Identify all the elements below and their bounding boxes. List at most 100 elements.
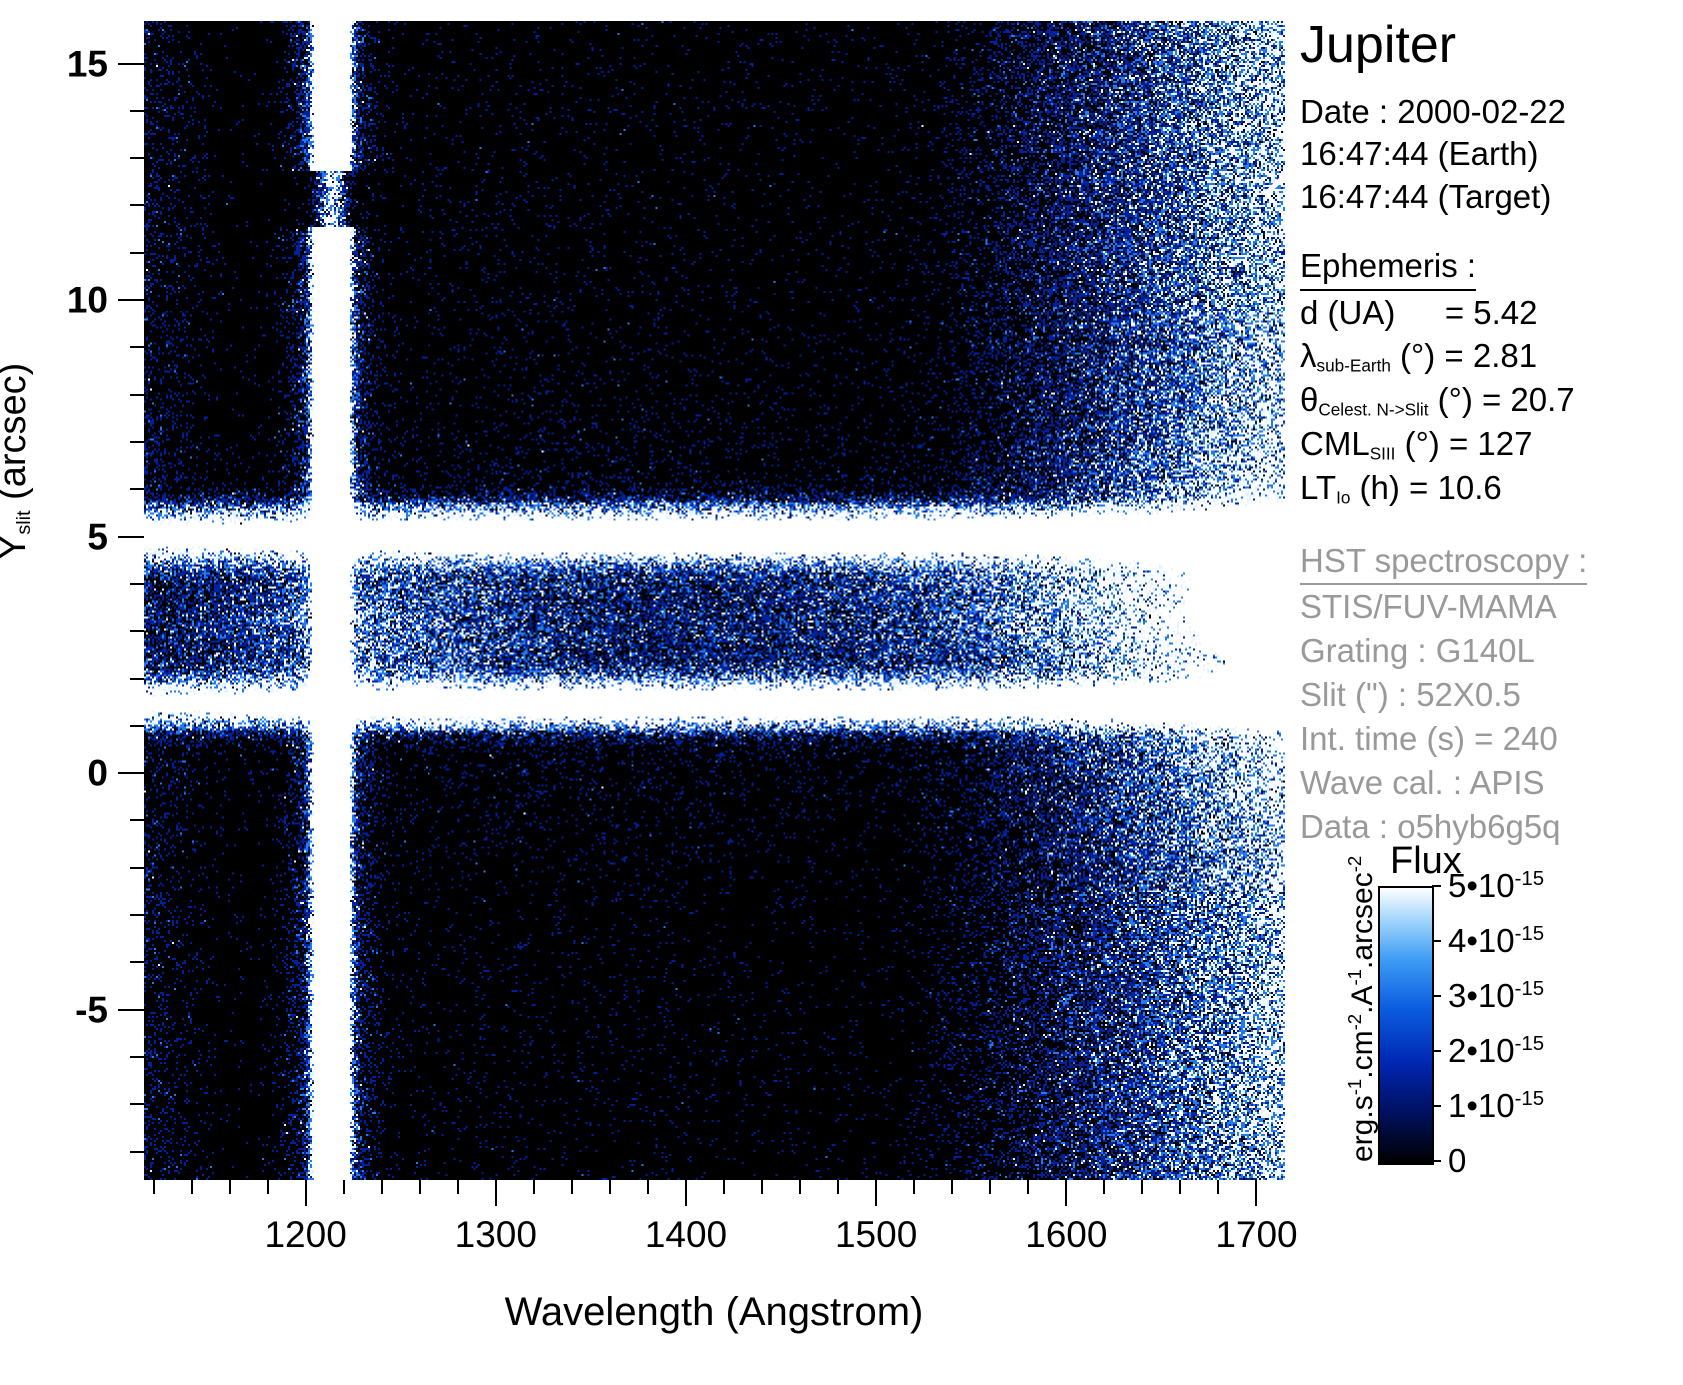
- axis-tick: [130, 251, 144, 254]
- colorbar-tick: [1432, 1105, 1441, 1107]
- x-tick-label: 1200: [264, 1214, 347, 1255]
- axis-tick: [130, 866, 144, 869]
- axis-tick: [532, 1180, 535, 1194]
- axis-tick: [418, 1180, 421, 1194]
- axis-tick: [130, 724, 144, 727]
- x-tick-label: 1500: [834, 1214, 918, 1255]
- axis-tick: [130, 109, 144, 112]
- axis-tick: [342, 1180, 345, 1194]
- colorbar-tick-label: 4•10-15: [1448, 922, 1545, 959]
- axis-tick: [130, 1103, 144, 1106]
- axis-tick: [118, 299, 144, 302]
- axis-tick: [266, 1180, 269, 1194]
- axis-tick: [494, 1180, 497, 1206]
- axis-tick: [130, 1056, 144, 1058]
- colorbar-tick-label: 2•10-15: [1448, 1032, 1545, 1069]
- axis-tick: [118, 62, 144, 65]
- axis-tick: [837, 1180, 840, 1194]
- axis-tick: [989, 1180, 992, 1194]
- axis-tick: [684, 1180, 687, 1206]
- y-tick-label: 0: [87, 752, 108, 794]
- ephemeris-label: LTIo: [1300, 469, 1351, 508]
- x-tick-label: 1600: [1025, 1214, 1108, 1255]
- hst-line: Int. time (s) = 240: [1300, 719, 1558, 757]
- axis-tick: [799, 1180, 802, 1194]
- colorbar-gradient: [1378, 886, 1434, 1165]
- axis-tick: [130, 819, 144, 822]
- hst-lines: STIS/FUV-MAMA Grating : G140L Slit (") : 5…: [1300, 585, 1675, 848]
- axis-tick: [913, 1180, 916, 1194]
- ephemeris-label: CMLSIII: [1300, 425, 1396, 464]
- x-tick-label: 1400: [644, 1214, 728, 1255]
- x-tick-label: 1300: [454, 1214, 537, 1255]
- axis-tick: [951, 1180, 954, 1194]
- ephemeris-value: = 2.81: [1435, 337, 1538, 375]
- axis-tick: [875, 1180, 878, 1206]
- ephemeris-unit: (h): [1350, 469, 1400, 507]
- axis-tick: [1141, 1180, 1144, 1194]
- axis-tick: [380, 1180, 383, 1194]
- ephemeris-heading: Ephemeris :: [1300, 245, 1477, 291]
- axis-tick: [1027, 1180, 1030, 1194]
- axis-tick: [570, 1180, 573, 1194]
- colorbar-axis-title: erg.s-1.cm-2.A-1.arcsec-2: [1344, 855, 1379, 1162]
- axis-tick: [130, 157, 144, 160]
- ephemeris-value: = 10.6: [1399, 469, 1502, 507]
- axis-tick: [1065, 1180, 1068, 1206]
- ephemeris-value: = 5.42: [1395, 293, 1538, 331]
- y-tick-label: -5: [75, 989, 108, 1031]
- colorbar-tick-label: 0: [1448, 1142, 1467, 1179]
- observation-time-earth: 16:47:44 (Earth): [1300, 135, 1539, 173]
- colorbar-tick: [1432, 1050, 1441, 1052]
- hst-line: STIS/FUV-MAMA: [1300, 588, 1557, 626]
- y-axis-title: Yslit (arcsec): [0, 362, 35, 560]
- hst-heading: HST spectroscopy :: [1300, 540, 1588, 586]
- y-tick-label: 10: [66, 279, 108, 321]
- ephemeris-row: CMLSIII (°) = 127: [1300, 422, 1675, 466]
- spectrogram-image: [144, 21, 1285, 1180]
- axis-tick: [130, 582, 144, 585]
- x-tick-label: 1700: [1215, 1214, 1298, 1255]
- ephemeris-label: λsub-Earth: [1300, 337, 1391, 376]
- axis-tick: [130, 914, 144, 917]
- colorbar-tick: [1432, 885, 1441, 887]
- ephemeris-rows: d (UA) = 5.42 λsub-Earth (°) = 2.81 θCeles…: [1300, 291, 1675, 510]
- hst-instrument-block: HST spectroscopy : STIS/FUV-MAMA Grating …: [1300, 540, 1675, 849]
- ephemeris-row: d (UA) = 5.42: [1300, 291, 1675, 335]
- axis-tick: [723, 1180, 725, 1194]
- flux-colorbar-group: Flux 0 1•10-15 2•10-15 3•10-15 4•10-15 5•10-1…: [1330, 840, 1680, 1179]
- spectrogram-plot-area: [144, 21, 1384, 1180]
- axis-tick: [304, 1180, 307, 1206]
- axis-tick: [1217, 1180, 1220, 1194]
- axis-tick: [1103, 1180, 1106, 1194]
- ephemeris-unit: (°): [1395, 425, 1440, 463]
- axis-tick: [130, 961, 144, 964]
- axis-tick: [130, 488, 144, 491]
- ephemeris-row: LTIo (h) = 10.6: [1300, 466, 1675, 510]
- axis-tick: [1179, 1180, 1182, 1194]
- ephemeris-row: θCelest. N->Slit (°) = 20.7: [1300, 378, 1675, 422]
- axis-tick: [608, 1180, 611, 1194]
- ephemeris-unit: (°): [1428, 381, 1473, 419]
- axis-tick: [130, 441, 144, 444]
- target-name: Jupiter: [1300, 16, 1457, 74]
- observation-date: Date : 2000-02-22: [1300, 92, 1567, 130]
- axis-tick: [456, 1180, 459, 1194]
- axis-tick: [190, 1180, 193, 1194]
- colorbar-title: Flux: [1390, 840, 1462, 882]
- ephemeris-label: θCelest. N->Slit: [1300, 381, 1429, 420]
- axis-tick: [118, 535, 144, 538]
- axis-tick: [118, 1008, 144, 1011]
- hst-line: Slit (") : 52X0.5: [1300, 675, 1521, 713]
- hst-line: Data : o5hyb6g5q: [1300, 807, 1561, 845]
- axis-tick: [130, 346, 144, 349]
- colorbar-tick-label: 1•10-15: [1448, 1087, 1545, 1124]
- ephemeris-row: λsub-Earth (°) = 2.81: [1300, 334, 1675, 378]
- axis-tick: [152, 1180, 155, 1194]
- ephemeris-value: = 20.7: [1472, 381, 1575, 419]
- axis-tick: [1255, 1180, 1258, 1206]
- colorbar-tick-label: 3•10-15: [1448, 977, 1545, 1014]
- axis-tick: [130, 677, 144, 680]
- colorbar-tick: [1432, 940, 1441, 942]
- observation-time-target: 16:47:44 (Target): [1300, 178, 1552, 216]
